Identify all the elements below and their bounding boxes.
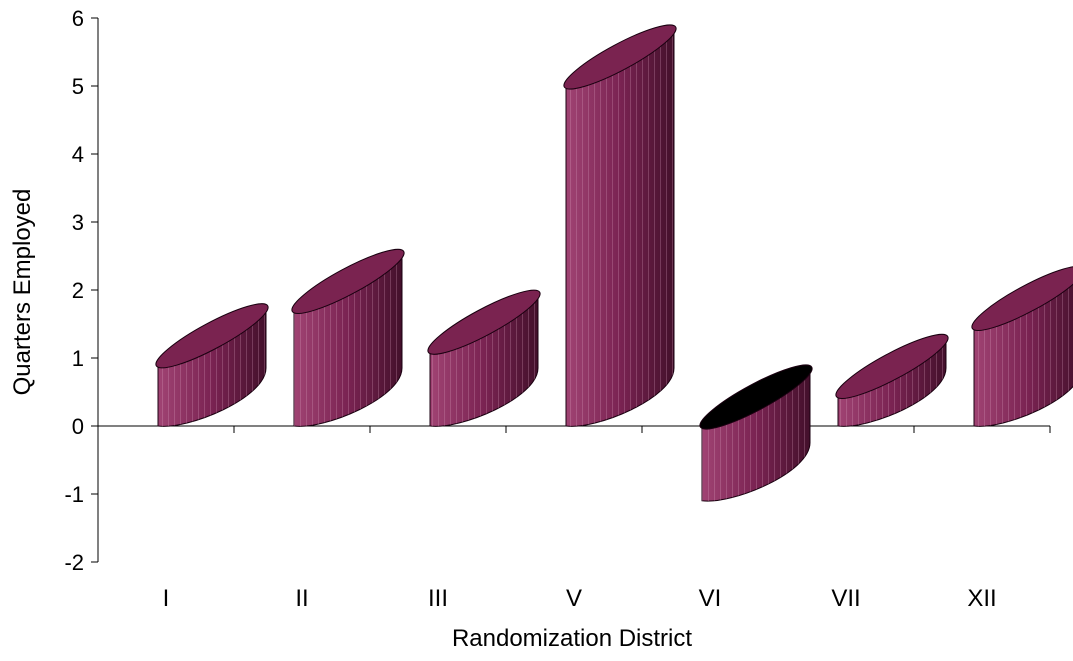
bar-cylinder	[699, 364, 813, 502]
y-axis-label: Quarters Employed	[9, 189, 36, 396]
bar-body-texture	[430, 293, 538, 427]
y-tick-label: 1	[72, 346, 84, 371]
bar-top	[835, 333, 949, 399]
x-tick-label: II	[295, 585, 308, 612]
x-tick-label: VI	[699, 585, 722, 612]
bar-top	[563, 24, 677, 90]
bar-cylinder	[291, 248, 405, 427]
y-tick-label: 3	[72, 210, 84, 235]
bar-top	[155, 303, 269, 369]
y-tick-label: 0	[72, 414, 84, 439]
bar-cylinder	[971, 265, 1073, 427]
x-tick-label: XII	[967, 585, 996, 612]
bar-cylinder	[835, 333, 949, 427]
y-tick-label: 4	[72, 142, 84, 167]
y-tick-label: 6	[72, 6, 84, 31]
bar-top	[699, 364, 813, 430]
x-tick-label: I	[163, 585, 170, 612]
y-tick-label: -1	[64, 482, 84, 507]
bar-body-texture	[294, 252, 402, 427]
bar-cylinder	[563, 24, 677, 427]
y-tick-label: 2	[72, 278, 84, 303]
bar-top	[971, 265, 1073, 331]
bar-body-texture	[566, 28, 674, 427]
bar-top	[427, 289, 541, 355]
y-tick-label: 5	[72, 74, 84, 99]
bar-body-texture	[702, 368, 810, 502]
bar-body-texture	[158, 306, 266, 427]
bar-cylinder	[155, 303, 269, 427]
x-tick-label: VII	[831, 585, 860, 612]
x-tick-label: V	[566, 585, 582, 612]
bars	[155, 24, 1073, 502]
labels: Randomization District Quarters Employed	[9, 189, 692, 652]
bar-top	[291, 248, 405, 314]
y-tick-label: -2	[64, 550, 84, 575]
x-tick-label: III	[428, 585, 448, 612]
bar-body-texture	[974, 274, 1073, 427]
bar-cylinder	[427, 289, 541, 427]
x-axis-label: Randomization District	[452, 625, 692, 652]
